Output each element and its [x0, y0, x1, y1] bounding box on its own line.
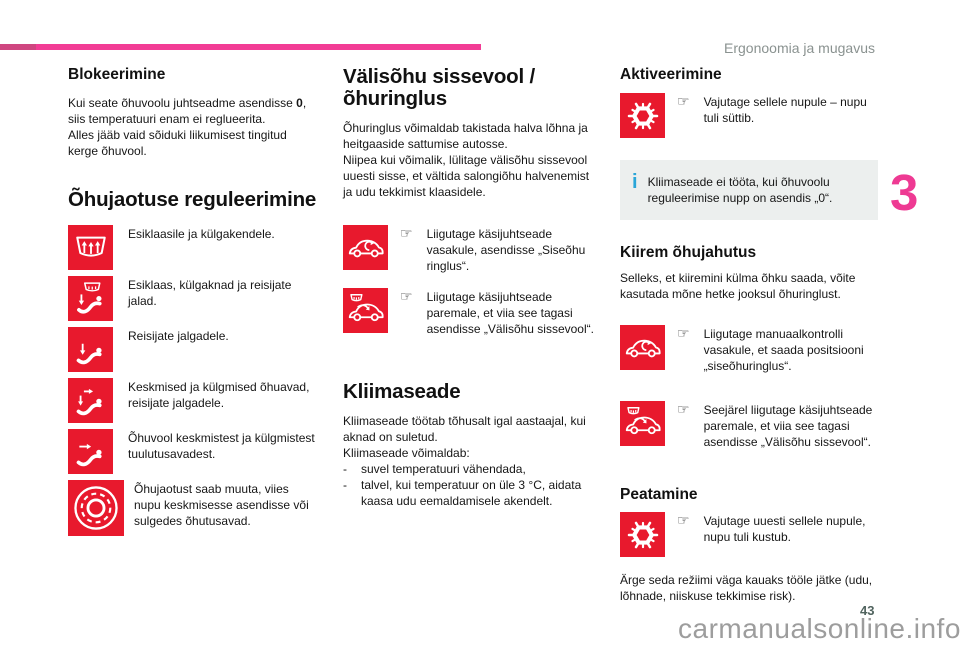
info-box-text: Kliimaseade ei tööta, kui õhuvoolu regul…	[647, 175, 833, 205]
pointing-finger-icon: ☞	[677, 512, 690, 528]
blocking-text-a: Kui seate õhuvoolu juhtseadme asendisse	[68, 96, 297, 110]
instruction-text: Liigutage manuaalkontrolli vasakule, et …	[703, 327, 864, 373]
air-distribution-label: Reisijate jalgadele.	[128, 329, 229, 343]
column-right: Aktiveerimine ☞ Vajutage sellele nupule …	[620, 66, 878, 604]
pointing-finger-icon: ☞	[677, 325, 690, 341]
ac-paragraph-2: Kliimaseade võimaldab:	[343, 446, 470, 460]
fresh-air-paragraph-1: Õhuringlus võimaldab takistada halva lõh…	[343, 121, 588, 151]
air-distribution-label: Esiklaas, külgaknad ja reisijate jalad.	[128, 278, 292, 308]
air-distribution-label: Õhuvool keskmistest ja külgmistest tuulu…	[128, 431, 315, 461]
pointing-finger-icon: ☞	[400, 288, 413, 304]
page-number: 43	[860, 603, 875, 618]
instruction-row: ☞ Liigutage käsijuhtseade vasakule, asen…	[343, 225, 599, 274]
running-header: Ergonoomia ja mugavus	[724, 40, 875, 56]
info-icon: i	[632, 171, 638, 193]
section-title-air-distribution: Õhujaotuse reguleerimine	[68, 188, 317, 211]
ac-bullet: - talvel, kui temperatuur on üle 3 °C, a…	[343, 477, 599, 509]
instruction-row: ☞ Vajutage uuesti sellele nupule, nupu t…	[620, 512, 878, 557]
windshield-defrost-icon	[68, 225, 113, 270]
air-distribution-label: Esiklaasile ja külgakendele.	[128, 227, 275, 241]
instruction-row: ☞ Vajutage sellele nupule – nupu tuli sü…	[620, 93, 878, 138]
air-recirculation-icon	[343, 225, 388, 270]
air-distribution-label: Õhujaotust saab muuta, viies nupu keskmi…	[134, 482, 309, 528]
ac-paragraph-1: Kliimaseade töötab tõhusalt igal aastaaj…	[343, 414, 586, 444]
instruction-row: ☞ Seejärel liigutage käsijuhtseade parem…	[620, 401, 878, 450]
air-distribution-row: Keskmised ja külgmised õhuavad, reisijat…	[68, 378, 318, 423]
air-distribution-row: Õhujaotust saab muuta, viies nupu keskmi…	[68, 480, 318, 536]
blocking-paragraph-2: Alles jääb vaid sõiduki liikumisest ting…	[68, 128, 287, 158]
blocking-bold-zero: 0	[296, 96, 303, 110]
blocking-text-b: , siis temperatuuri enam ei reglueerita.	[68, 96, 307, 126]
instruction-text: Liigutage käsijuhtseade vasakule, asendi…	[426, 227, 586, 273]
section-title-blocking: Blokeerimine	[68, 66, 166, 83]
air-distribution-label: Keskmised ja külgmised õhuavad, reisijat…	[128, 380, 310, 410]
ac-snowflake-icon	[620, 93, 665, 138]
ac-snowflake-icon	[620, 512, 665, 557]
chapter-accent-line	[0, 44, 481, 50]
bullet-text: suvel temperatuuri vähendada,	[361, 462, 526, 476]
air-distribution-row: Esiklaas, külgaknad ja reisijate jalad.	[68, 276, 318, 321]
fresh-air-intake-icon	[343, 288, 388, 333]
ac-bullet: - suvel temperatuuri vähendada,	[343, 461, 599, 477]
air-distribution-row: Esiklaasile ja külgakendele.	[68, 225, 318, 270]
stopping-note: Ärge seda režiimi väga kauaks tööle jätk…	[620, 573, 873, 603]
info-box: i Kliimaseade ei tööta, kui õhuvoolu reg…	[620, 160, 878, 220]
air-recirculation-icon	[620, 325, 665, 370]
column-left: Blokeerimine Kui seate õhuvoolu juhtsead…	[68, 66, 318, 536]
section-title-stopping: Peatamine	[620, 486, 698, 503]
pointing-finger-icon: ☞	[677, 93, 690, 109]
pointing-finger-icon: ☞	[677, 401, 690, 417]
instruction-text: Liigutage käsijuhtseade paremale, et vii…	[426, 290, 594, 336]
instruction-text: Vajutage sellele nupule – nupu tuli sütt…	[703, 95, 867, 125]
air-distribution-row: Õhuvool keskmistest ja külgmistest tuulu…	[68, 429, 318, 474]
blocking-paragraph-1: Kui seate õhuvoolu juhtseadme asendisse …	[68, 95, 318, 127]
instruction-row: ☞ Liigutage manuaalkontrolli vasakule, e…	[620, 325, 878, 374]
bullet-text: talvel, kui temperatuur on üle 3 °C, aid…	[361, 478, 582, 508]
air-distribution-row: Reisijate jalgadele.	[68, 327, 318, 372]
fast-cooling-paragraph: Selleks, et kiiremini külma õhku saada, …	[620, 271, 856, 301]
windshield-and-feet-icon	[68, 276, 113, 321]
column-middle: Välisõhu sissevool / õhuringlus Õhuringl…	[343, 66, 599, 509]
bullet-dash: -	[343, 462, 347, 476]
instruction-text: Vajutage uuesti sellele nupule, nupu tul…	[703, 514, 866, 544]
feet-airflow-icon	[68, 327, 113, 372]
section-title-fresh-air: Välisõhu sissevool / õhuringlus	[343, 65, 535, 110]
vents-and-feet-icon	[68, 378, 113, 423]
section-title-ac: Kliimaseade	[343, 380, 461, 403]
section-title-fast-cooling: Kiirem õhujahutus	[620, 244, 757, 261]
chapter-number: 3	[890, 164, 919, 221]
watermark: carmanualsonline.info	[678, 613, 960, 644]
fresh-air-paragraph-2: Niipea kui võimalik, lülitage välisõhu s…	[343, 153, 590, 199]
instruction-text: Seejärel liigutage käsijuhtseade paremal…	[703, 403, 873, 449]
vents-airflow-icon	[68, 429, 113, 474]
bullet-dash: -	[343, 478, 347, 492]
fresh-air-intake-icon	[620, 401, 665, 446]
pointing-finger-icon: ☞	[400, 225, 413, 241]
distribution-dial-icon	[68, 480, 124, 536]
section-title-activation: Aktiveerimine	[620, 66, 722, 83]
instruction-row: ☞ Liigutage käsijuhtseade paremale, et v…	[343, 288, 599, 337]
